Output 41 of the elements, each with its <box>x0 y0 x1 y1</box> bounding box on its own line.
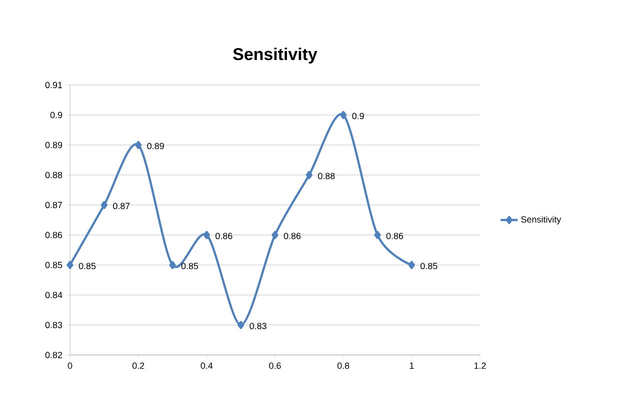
data-label: 0.87 <box>113 202 130 210</box>
point <box>408 260 416 270</box>
x-tick-label: 0.6 <box>269 362 281 369</box>
data-label: 0.9 <box>352 112 364 120</box>
point <box>306 170 313 180</box>
data-label: 0.89 <box>147 142 164 150</box>
point <box>169 260 176 270</box>
x-tick-label: 0 <box>68 362 72 369</box>
data-label: 0.88 <box>318 172 335 180</box>
data-label: 0.83 <box>250 322 266 330</box>
data-label: 0.86 <box>216 232 232 240</box>
data-label: 0.86 <box>284 232 301 240</box>
point <box>238 320 244 330</box>
x-tick-label: 0.4 <box>200 362 213 369</box>
legend-label: Sensitivity <box>521 216 562 224</box>
y-tick-label: 0.85 <box>45 262 62 268</box>
point <box>135 140 142 150</box>
point <box>340 110 347 120</box>
x-tick-label: 1.2 <box>474 362 486 369</box>
x-tick-label: 0.8 <box>337 362 350 369</box>
data-label: 0.86 <box>386 232 404 240</box>
data-label: 0.85 <box>420 262 438 270</box>
y-tick-label: 0.91 <box>45 82 62 88</box>
y-tick-label: 0.9 <box>50 112 62 118</box>
point <box>100 200 108 210</box>
y-tick-label: 0.89 <box>45 142 62 148</box>
data-label: 0.85 <box>78 262 96 270</box>
chart-title: Sensitivity <box>233 48 318 64</box>
data-label: 0.85 <box>181 262 198 270</box>
y-tick-label: 0.84 <box>45 292 62 298</box>
point <box>66 260 74 270</box>
x-tick-label: 1 <box>410 362 414 369</box>
point <box>374 230 381 240</box>
point <box>272 230 278 240</box>
y-tick-label: 0.87 <box>45 202 62 208</box>
y-tick-label: 0.82 <box>45 352 62 358</box>
y-tick-label: 0.83 <box>45 322 62 328</box>
y-tick-label: 0.88 <box>45 172 62 178</box>
point <box>203 230 210 240</box>
y-tick-label: 0.86 <box>45 232 62 238</box>
x-tick-label: 0.2 <box>132 362 144 369</box>
